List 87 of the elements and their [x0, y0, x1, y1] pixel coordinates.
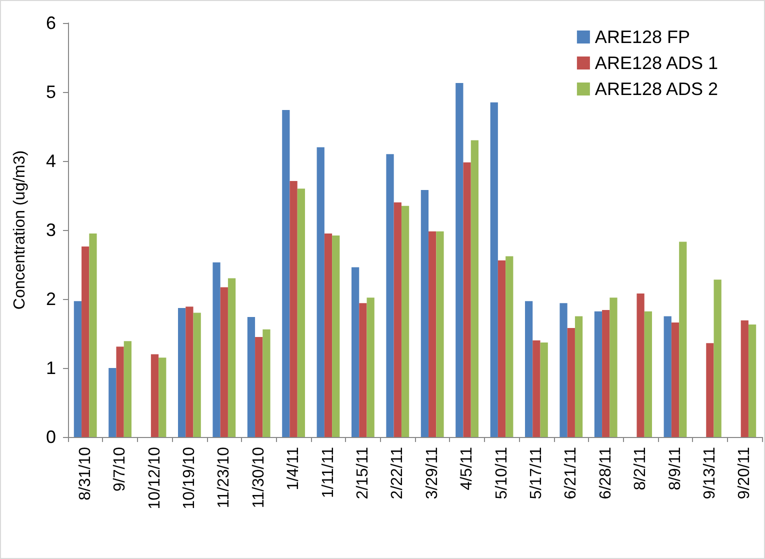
x-tick-label: 8/9/11 [666, 446, 684, 490]
y-axis-title: Concentration (ug/m3) [12, 150, 28, 310]
bar [436, 231, 444, 437]
bar [82, 246, 90, 437]
x-tick-label: 5/10/11 [493, 446, 510, 500]
bar [228, 278, 236, 437]
bar [262, 329, 270, 437]
x-tick-label: 8/2/11 [632, 446, 650, 490]
y-tick-label: 1 [46, 358, 56, 378]
bar [74, 301, 82, 437]
y-tick-label: 6 [46, 13, 56, 33]
bar [116, 346, 124, 437]
bar [490, 102, 498, 437]
bar [560, 303, 568, 437]
bar [506, 256, 514, 437]
x-tick-label: 6/21/11 [562, 446, 580, 500]
x-tick-label: 8/31/10 [76, 446, 94, 500]
bar [540, 342, 548, 437]
bar [89, 233, 97, 437]
y-tick-label: 5 [46, 82, 56, 102]
bar [186, 306, 194, 437]
legend-label: ARE128 ADS 2 [594, 79, 718, 99]
bar [525, 301, 533, 437]
bar [394, 202, 402, 437]
bar [158, 358, 166, 437]
bar [290, 181, 298, 437]
bar [610, 298, 618, 437]
y-tick-label: 3 [46, 220, 56, 240]
bar [386, 154, 394, 437]
x-tick-label: 11/23/10 [216, 446, 233, 508]
x-tick-label: 9/7/10 [112, 446, 129, 492]
bar [470, 140, 478, 437]
bar [567, 328, 575, 437]
bar [359, 303, 367, 437]
bar [178, 308, 186, 437]
bar [297, 188, 305, 437]
bar [706, 343, 714, 437]
bar [532, 340, 540, 437]
bar [602, 310, 610, 437]
bar [124, 341, 132, 437]
bar [679, 242, 687, 437]
bar [282, 110, 290, 437]
bar [574, 316, 583, 437]
bar [401, 206, 410, 437]
bar [420, 190, 429, 437]
bar [714, 280, 722, 437]
bar [463, 162, 471, 437]
x-tick-label: 1/11/11 [320, 446, 337, 498]
x-tick-label: 9/13/11 [701, 446, 718, 500]
bar [108, 368, 116, 437]
x-tick-label: 9/20/11 [736, 446, 754, 500]
x-tick-label: 6/28/11 [597, 446, 614, 500]
bar [664, 316, 672, 437]
bar [748, 324, 756, 437]
bar [220, 287, 228, 437]
bar [594, 311, 602, 437]
bar [193, 312, 201, 437]
legend-label: ARE128 ADS 1 [594, 53, 718, 73]
bar [352, 267, 360, 437]
x-tick-label: 2/15/11 [354, 446, 372, 500]
bar [671, 322, 680, 437]
x-tick-label: 3/29/11 [424, 446, 441, 500]
bar [636, 293, 644, 437]
bar [316, 147, 324, 437]
x-tick-label: 10/12/10 [146, 446, 164, 510]
x-tick-label: 1/4/11 [285, 446, 302, 490]
bar [428, 231, 436, 437]
bar [150, 354, 159, 437]
bar [644, 311, 652, 437]
bar [332, 236, 340, 437]
x-tick-label: 11/30/10 [250, 446, 268, 508]
y-tick-label: 4 [46, 151, 56, 171]
bar [255, 336, 263, 437]
bar [324, 233, 332, 437]
legend-label: ARE128 FP [594, 27, 690, 47]
x-tick-label: 10/19/10 [180, 446, 198, 510]
y-tick-label: 0 [46, 427, 56, 447]
bar [740, 320, 748, 437]
x-tick-label: 5/17/11 [528, 446, 545, 500]
y-tick-label: 2 [46, 289, 56, 309]
bar [456, 83, 464, 437]
bar [366, 298, 374, 437]
x-tick-label: 2/22/11 [389, 446, 406, 500]
bar [212, 262, 220, 437]
bar [247, 316, 256, 437]
x-tick-label: 4/5/11 [458, 446, 476, 490]
bar [498, 260, 506, 437]
